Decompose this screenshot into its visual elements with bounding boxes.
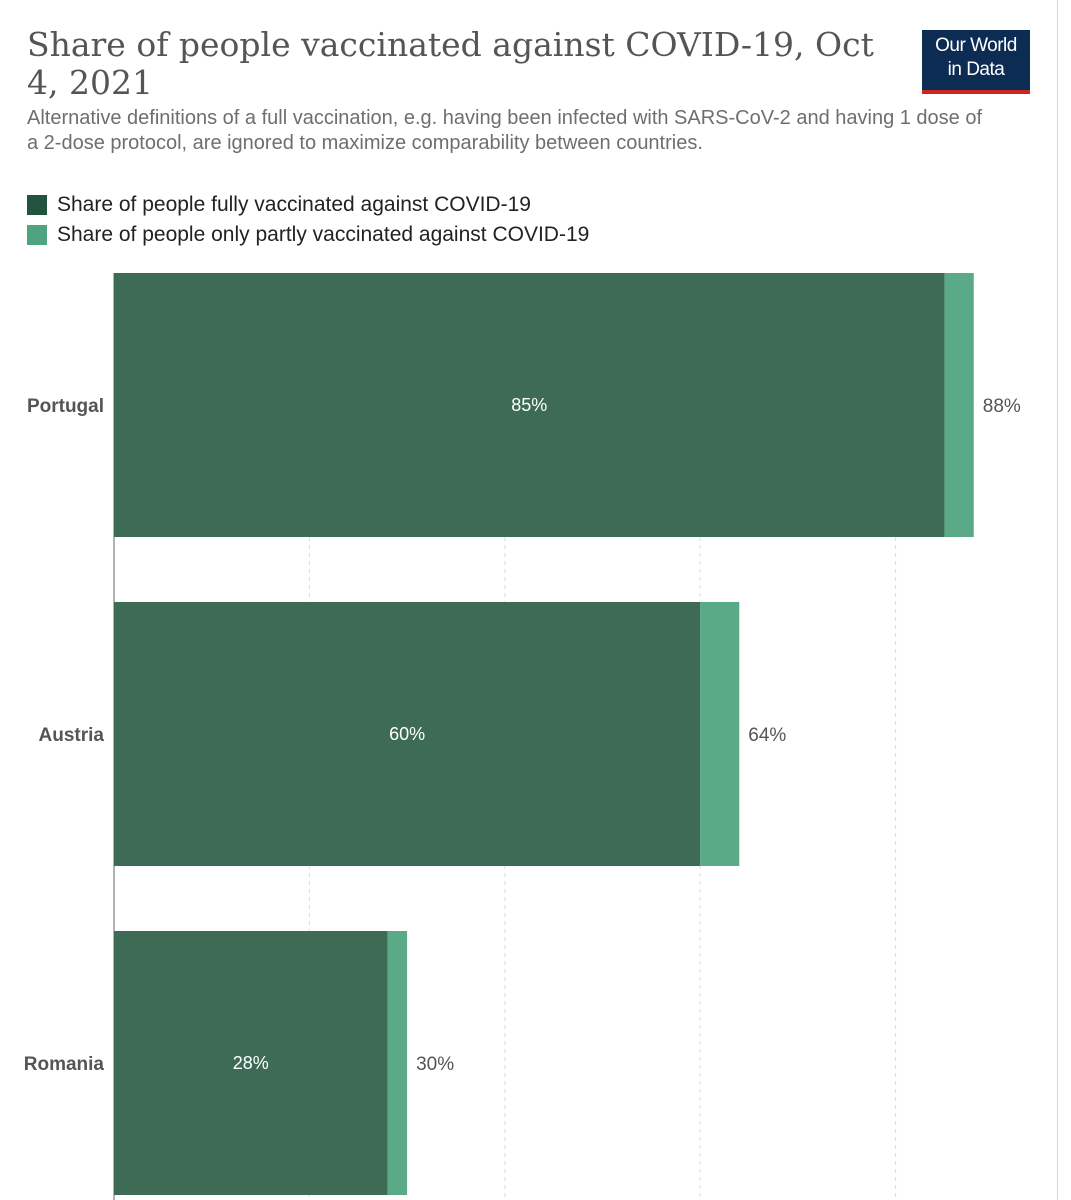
data-label-fully: 28%: [233, 1053, 269, 1073]
legend-item-fully[interactable]: Share of people fully vaccinated against…: [27, 190, 589, 220]
data-label-total: 88%: [983, 396, 1021, 417]
legend-label-partly: Share of people only partly vaccinated a…: [57, 223, 590, 246]
bar-fully-vaccinated: [114, 931, 388, 1195]
legend-label-fully: Share of people fully vaccinated against…: [57, 193, 531, 216]
bar-partly-vaccinated: [700, 602, 740, 866]
bar-partly-vaccinated: [387, 931, 408, 1195]
data-label-total: 64%: [748, 725, 786, 746]
logo-accent-bar: [922, 90, 1030, 94]
owid-logo[interactable]: Our World in Data: [922, 30, 1030, 94]
logo-line-1: Our World: [935, 35, 1017, 56]
bar-fully-vaccinated: [114, 273, 945, 537]
page-right-border: [1057, 0, 1058, 1200]
chart-title: Share of people vaccinated against COVID…: [27, 25, 874, 102]
logo-line-2: in Data: [947, 59, 1005, 80]
legend-swatch-partly: [27, 225, 47, 245]
category-label: Romania: [24, 1054, 105, 1075]
data-label-fully: 85%: [511, 395, 547, 415]
chart-subtitle: Alternative definitions of a full vaccin…: [27, 107, 983, 154]
legend-swatch-fully: [27, 195, 47, 215]
bar-partly-vaccinated: [944, 273, 974, 537]
bar-fully-vaccinated: [114, 602, 701, 866]
legend-item-partly[interactable]: Share of people only partly vaccinated a…: [27, 220, 589, 250]
data-label-total: 30%: [416, 1054, 454, 1075]
category-label: Portugal: [27, 396, 104, 417]
category-label: Austria: [39, 725, 105, 746]
data-label-fully: 60%: [389, 724, 425, 744]
legend: Share of people fully vaccinated against…: [27, 190, 589, 250]
